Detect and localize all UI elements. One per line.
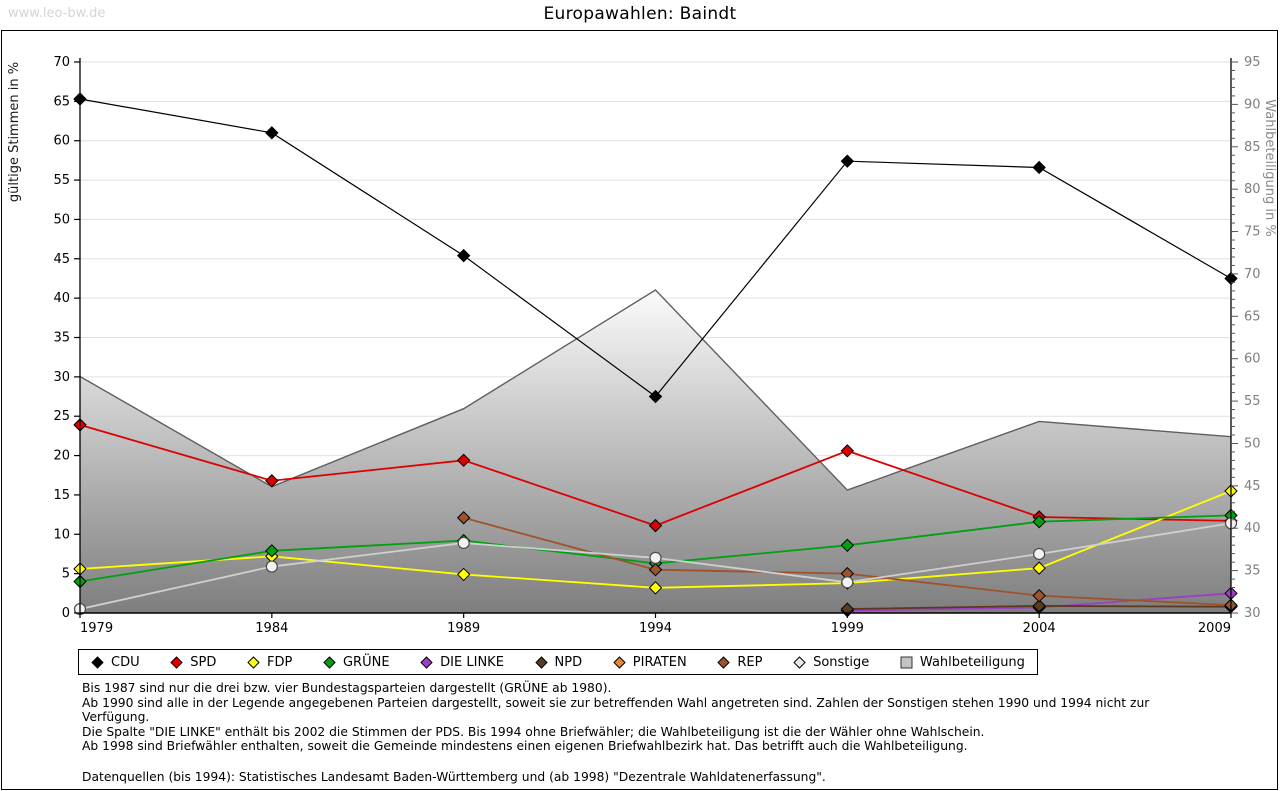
svg-text:40: 40 <box>53 291 70 306</box>
series-marker-icon <box>91 655 104 669</box>
svg-text:30: 30 <box>1244 606 1261 621</box>
svg-text:55: 55 <box>53 173 70 188</box>
series-marker-icon <box>420 655 433 669</box>
svg-text:1979: 1979 <box>80 621 113 636</box>
legend-label: SPD <box>190 654 217 670</box>
legend-label: CDU <box>111 654 140 670</box>
legend-item-cdu: CDU <box>91 655 140 670</box>
svg-text:0: 0 <box>62 606 70 621</box>
svg-text:1989: 1989 <box>447 621 480 636</box>
svg-text:45: 45 <box>53 252 70 267</box>
svg-text:35: 35 <box>53 331 70 346</box>
svg-text:10: 10 <box>53 527 70 542</box>
svg-text:30: 30 <box>53 370 70 385</box>
legend-label: REP <box>737 654 763 670</box>
legend-label: FDP <box>267 654 293 670</box>
legend-label: Sonstige <box>813 654 870 670</box>
svg-text:70: 70 <box>1244 267 1261 282</box>
series-marker-icon <box>170 655 183 669</box>
footnote-line: Die Spalte "DIE LINKE" enthält bis 2002 … <box>82 724 985 739</box>
series-sonstige <box>73 517 1238 616</box>
chart-frame <box>1 30 1278 790</box>
legend-label: GRÜNE <box>342 654 390 670</box>
legend: CDU SPD FDP GRÜNE DIE LINKE NPD PIRATEN REP Sons… <box>78 649 1038 675</box>
svg-text:25: 25 <box>53 409 70 424</box>
svg-text:1994: 1994 <box>639 621 672 636</box>
footnotes: Bis 1987 sind nur die drei bzw. vier Bun… <box>82 681 1212 784</box>
svg-text:50: 50 <box>1244 436 1261 451</box>
turnout-swatch-icon <box>900 656 913 668</box>
svg-text:55: 55 <box>1244 394 1261 409</box>
series-marker-icon <box>247 655 260 669</box>
svg-text:2009: 2009 <box>1198 621 1231 636</box>
svg-text:50: 50 <box>53 212 70 227</box>
left-axis: 0 5 10 15 20 25 30 35 40 45 50 55 60 65 70 gültige Stim… <box>7 55 80 621</box>
series-marker-icon <box>323 655 336 669</box>
data-source-line: Datenquellen (bis 1994): Statistisches L… <box>82 769 826 784</box>
series-marker-icon <box>793 655 806 669</box>
svg-text:15: 15 <box>53 488 70 503</box>
svg-text:60: 60 <box>53 134 70 149</box>
legend-item-wahlbeteiligung: Wahlbeteiligung <box>900 655 1025 670</box>
svg-text:40: 40 <box>1244 521 1261 536</box>
svg-text:45: 45 <box>1244 479 1261 494</box>
page-title: Europawahlen: Baindt <box>543 4 737 24</box>
svg-text:20: 20 <box>53 449 70 464</box>
legend-label: NPD <box>554 654 583 670</box>
svg-text:70: 70 <box>53 55 70 70</box>
svg-text:65: 65 <box>53 94 70 109</box>
svg-text:95: 95 <box>1244 55 1261 70</box>
svg-text:gültige Stimmen in %: gültige Stimmen in % <box>7 62 22 202</box>
footnote-line: Ab 1990 sind alle in der Legende angegeb… <box>82 695 1150 725</box>
svg-text:1999: 1999 <box>831 621 864 636</box>
series-marker-icon <box>613 655 626 669</box>
svg-text:Wahlbeteiligung in %: Wahlbeteiligung in % <box>1262 99 1277 236</box>
svg-text:75: 75 <box>1244 225 1261 240</box>
series-marker-icon <box>534 655 548 669</box>
svg-text:5: 5 <box>62 567 70 582</box>
svg-text:65: 65 <box>1244 309 1261 324</box>
svg-text:80: 80 <box>1244 182 1261 197</box>
legend-item-npd: NPD <box>534 654 583 670</box>
legend-item-spd: SPD <box>170 655 216 670</box>
footnote-line: Ab 1998 sind Briefwähler enthalten, sowe… <box>82 739 968 753</box>
legend-item-fdp: FDP <box>247 655 292 670</box>
x-axis: 1979 1984 1989 1994 1999 2004 2009 <box>79 613 1232 636</box>
legend-item-sonstige: Sonstige <box>793 655 869 670</box>
legend-label: PIRATEN <box>632 654 687 670</box>
legend-item-piraten: PIRATEN <box>613 655 687 670</box>
legend-item-grüne: GRÜNE <box>323 655 390 670</box>
legend-item-die-linke: DIE LINKE <box>420 655 504 670</box>
svg-text:60: 60 <box>1244 352 1261 367</box>
watermark-url: www.leo-bw.de <box>8 6 106 21</box>
footnote-line: Bis 1987 sind nur die drei bzw. vier Bun… <box>82 681 612 695</box>
svg-text:2004: 2004 <box>1023 621 1056 636</box>
legend-label: DIE LINKE <box>440 654 504 670</box>
right-axis: 30 35 40 45 50 55 60 65 70 75 80 85 90 95 Wahlbeteilig… <box>1231 55 1277 621</box>
legend-label: Wahlbeteiligung <box>919 654 1025 670</box>
series-marker-icon <box>717 655 731 669</box>
svg-text:35: 35 <box>1244 564 1261 579</box>
svg-text:1984: 1984 <box>255 621 288 636</box>
legend-item-rep: REP <box>717 655 762 670</box>
svg-text:85: 85 <box>1244 140 1261 155</box>
svg-text:90: 90 <box>1244 97 1261 112</box>
